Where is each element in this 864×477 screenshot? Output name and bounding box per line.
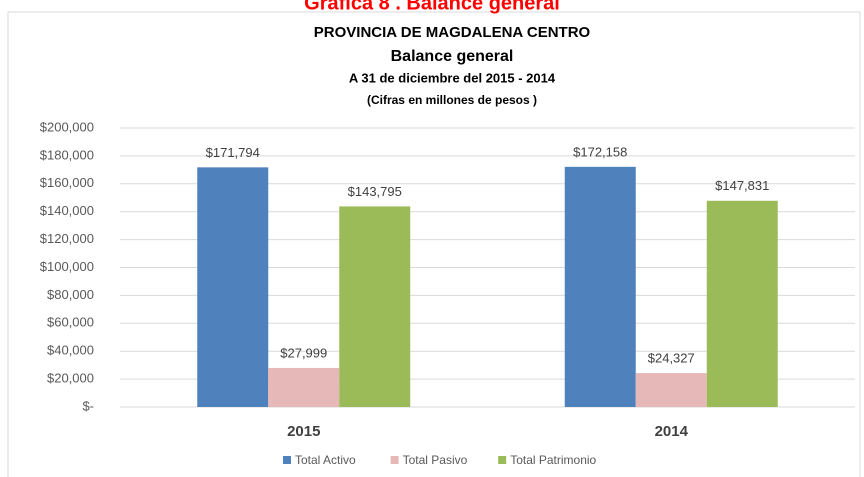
y-tick-label: $100,000	[40, 259, 94, 274]
value-label: $143,795	[348, 184, 402, 199]
x-tick-label: 2014	[655, 423, 689, 440]
bar	[706, 200, 778, 407]
units-line: (Cifras en millones de pesos )	[367, 93, 537, 107]
x-tick-label: 2015	[287, 423, 320, 440]
y-tick-label: $60,000	[47, 315, 94, 330]
legend-label: Total Activo	[295, 453, 356, 467]
chart-title: PROVINCIA DE MAGDALENA CENTRO	[314, 24, 591, 41]
legend-label: Total Pasivo	[403, 453, 468, 467]
bar	[268, 367, 340, 407]
heading: Gráfica 8 . Balance general	[304, 0, 560, 14]
y-tick-label: $120,000	[40, 231, 94, 246]
y-tick-label: $20,000	[47, 371, 94, 386]
bar	[635, 373, 707, 407]
y-tick-label: $140,000	[40, 203, 94, 218]
y-tick-label: $200,000	[40, 119, 94, 134]
y-tick-label: $180,000	[40, 147, 94, 162]
value-label: $172,158	[573, 144, 627, 159]
value-label: $27,999	[280, 345, 327, 360]
legend-swatch	[283, 456, 291, 464]
y-tick-label: $40,000	[47, 343, 94, 358]
value-label: $171,794	[206, 145, 260, 160]
bar	[197, 167, 269, 407]
y-tick-label: $-	[82, 398, 94, 413]
chart-subtitle: Balance general	[391, 48, 514, 65]
value-label: $147,831	[715, 178, 769, 193]
value-label: $24,327	[648, 351, 695, 366]
legend-swatch	[390, 456, 399, 464]
bar	[339, 206, 411, 407]
date-line: A 31 de diciembre del 2015 - 2014	[349, 70, 556, 85]
bar	[564, 166, 636, 407]
y-tick-label: $80,000	[47, 287, 94, 302]
legend-label: Total Patrimonio	[510, 453, 596, 467]
legend-swatch	[498, 456, 507, 464]
y-tick-label: $160,000	[40, 175, 94, 190]
